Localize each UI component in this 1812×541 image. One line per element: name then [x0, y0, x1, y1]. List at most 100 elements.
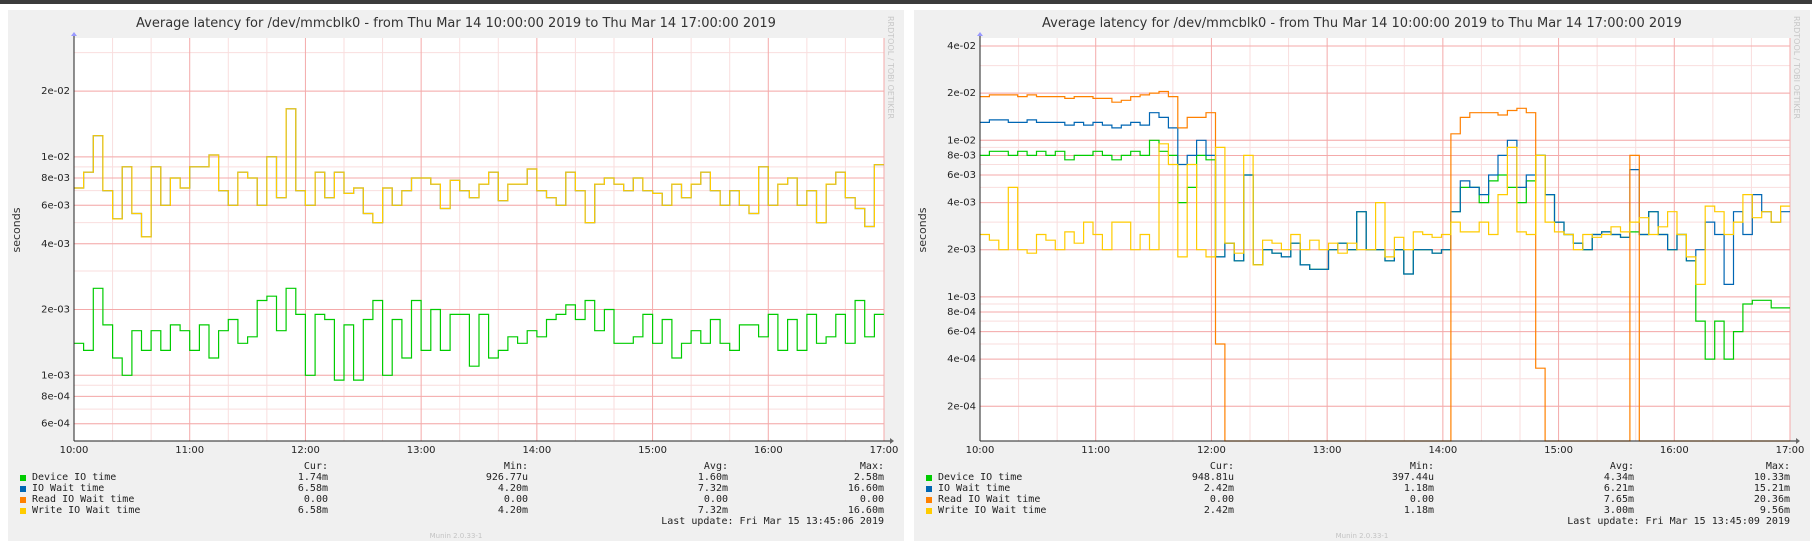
- munin-version: Munin 2.0.33-1: [429, 532, 483, 540]
- y-tick-label: 2e-04: [947, 401, 976, 412]
- legend-swatch: [926, 486, 932, 492]
- y-tick-label: 8e-04: [947, 307, 976, 318]
- legend-max: 10.33m: [1753, 472, 1790, 483]
- legend-series-name: Device IO time: [938, 472, 1023, 483]
- legend-series-name: Read IO Wait time: [32, 494, 135, 505]
- y-tick-label: 1e-02: [41, 152, 70, 163]
- legend-min: 0.00: [1409, 494, 1434, 505]
- y-tick-label: 8e-03: [947, 150, 976, 161]
- legend-min: 397.44u: [1391, 472, 1434, 483]
- legend-avg: 3.00m: [1603, 505, 1634, 516]
- series-line-write-io-wait-time: [980, 143, 1790, 285]
- legend-series-name: Write IO Wait time: [938, 505, 1047, 516]
- x-tick-label: 16:00: [754, 445, 783, 456]
- top-bar: [0, 0, 1812, 4]
- legend-avg: 7.32m: [697, 505, 728, 516]
- x-tick-label: 14:00: [1428, 445, 1457, 456]
- legend-header-avg: Avg:: [1609, 461, 1634, 472]
- legend-min: 1.18m: [1403, 505, 1434, 516]
- x-tick-label: 17:00: [1776, 445, 1805, 456]
- legend-swatch: [20, 508, 26, 514]
- legend-min: 4.20m: [497, 505, 528, 516]
- legend-header-min: Min:: [503, 461, 528, 472]
- legend-swatch: [20, 475, 26, 481]
- legend-row-device-io: Device IO time 1.74m 926.77u 1.60m 2.58m: [18, 472, 894, 484]
- legend-row-read-io-wait: Read IO Wait time 0.00 0.00 0.00 0.00: [18, 494, 894, 506]
- legend-max: 2.58m: [853, 472, 884, 483]
- legend-header-max: Max:: [1765, 461, 1790, 472]
- last-update: Last update: Fri Mar 15 13:45:09 2019: [1567, 516, 1790, 527]
- legend-header-cur: Cur:: [1209, 461, 1234, 472]
- legend-max: 20.36m: [1753, 494, 1790, 505]
- x-tick-label: 17:00: [870, 445, 899, 456]
- y-tick-label: 4e-03: [41, 239, 70, 250]
- legend-header: Cur: Min: Avg: Max:: [924, 461, 1800, 473]
- y-tick-label: 2e-03: [947, 245, 976, 256]
- y-tick-label: 8e-03: [41, 173, 70, 184]
- legend-cur: 2.42m: [1203, 505, 1234, 516]
- legend-avg: 0.00: [703, 494, 728, 505]
- legend-min: 0.00: [503, 494, 528, 505]
- y-tick-label: 6e-04: [947, 327, 976, 338]
- rrdtool-watermark: RRDTOOL / TOBI OETIKER: [886, 16, 895, 119]
- legend-cur: 0.00: [303, 494, 328, 505]
- legend-swatch: [20, 497, 26, 503]
- x-tick-label: 13:00: [407, 445, 436, 456]
- legend-header: Cur: Min: Avg: Max:: [18, 461, 894, 473]
- legend-series-name: IO Wait time: [32, 483, 105, 494]
- chart-title: Average latency for /dev/mmcblk0 - from …: [136, 16, 776, 31]
- legend-max: 16.60m: [847, 505, 884, 516]
- legend-min: 4.20m: [497, 483, 528, 494]
- y-tick-label: 2e-03: [41, 305, 70, 316]
- legend-series-name: Write IO Wait time: [32, 505, 141, 516]
- y-tick-label: 6e-03: [41, 200, 70, 211]
- y-tick-label: 1e-03: [41, 370, 70, 381]
- legend-cur: 2.42m: [1203, 483, 1234, 494]
- legend-cur: 948.81u: [1191, 472, 1234, 483]
- legend-row-read-io-wait: Read IO Wait time 0.00 0.00 7.65m 20.36m: [924, 494, 1800, 506]
- legend-series-name: Device IO time: [32, 472, 117, 483]
- legend-row-io-wait: IO Wait time 6.58m 4.20m 7.32m 16.60m: [18, 483, 894, 495]
- legend-header-avg: Avg:: [703, 461, 728, 472]
- legend-cur: 6.58m: [297, 483, 328, 494]
- legend-min: 1.18m: [1403, 483, 1434, 494]
- x-tick-label: 16:00: [1660, 445, 1689, 456]
- y-axis-label: seconds: [916, 207, 929, 252]
- y-tick-label: 6e-04: [41, 419, 70, 430]
- y-axis-label: seconds: [10, 207, 23, 252]
- legend-max: 15.21m: [1753, 483, 1790, 494]
- legend-min: 926.77u: [485, 472, 528, 483]
- x-axis-arrow: [890, 438, 894, 444]
- latency-graph-panel-right: Average latency for /dev/mmcblk0 - from …: [914, 10, 1810, 541]
- y-tick-label: 2e-02: [947, 88, 976, 99]
- latency-graph-svg-left: Average latency for /dev/mmcblk0 - from …: [10, 16, 899, 456]
- x-tick-label: 10:00: [60, 445, 89, 456]
- y-axis-arrow: [977, 32, 983, 36]
- x-tick-label: 10:00: [966, 445, 995, 456]
- legend-cur: 1.74m: [297, 472, 328, 483]
- legend-cur: 0.00: [1209, 494, 1234, 505]
- legend-max: 16.60m: [847, 483, 884, 494]
- latency-graph-svg-right: Average latency for /dev/mmcblk0 - from …: [916, 16, 1805, 456]
- munin-version: Munin 2.0.33-1: [1335, 532, 1389, 540]
- legend-avg: 6.21m: [1603, 483, 1634, 494]
- legend-row-io-wait: IO Wait time 2.42m 1.18m 6.21m 15.21m: [924, 483, 1800, 495]
- x-tick-label: 11:00: [175, 445, 204, 456]
- legend-swatch: [926, 508, 932, 514]
- x-tick-label: 15:00: [1544, 445, 1573, 456]
- legend-avg: 1.60m: [697, 472, 728, 483]
- x-tick-label: 12:00: [291, 445, 320, 456]
- y-tick-label: 4e-04: [947, 354, 976, 365]
- x-axis-arrow: [1796, 438, 1800, 444]
- legend-row-write-io-wait: Write IO Wait time 2.42m 1.18m 3.00m 9.5…: [924, 505, 1800, 517]
- legend-avg: 4.34m: [1603, 472, 1634, 483]
- legend-avg: 7.65m: [1603, 494, 1634, 505]
- legend-swatch: [20, 486, 26, 492]
- series-line-write-io-wait-time: [74, 108, 884, 238]
- legend-swatch: [926, 497, 932, 503]
- y-tick-label: 4e-02: [947, 41, 976, 52]
- legend-row-write-io-wait: Write IO Wait time 6.58m 4.20m 7.32m 16.…: [18, 505, 894, 517]
- legend-max: 9.56m: [1759, 505, 1790, 516]
- legend-header-cur: Cur:: [303, 461, 328, 472]
- x-tick-label: 15:00: [638, 445, 667, 456]
